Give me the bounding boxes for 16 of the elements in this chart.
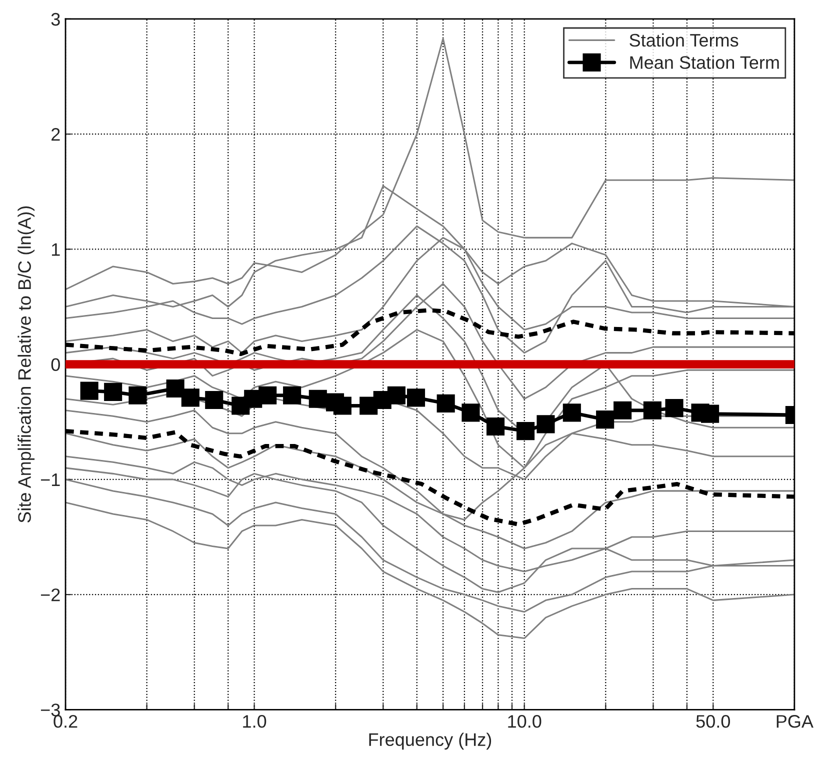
legend-label: Mean Station Term xyxy=(630,56,779,69)
x-tick-label: 50.0 xyxy=(696,715,730,728)
y-axis-title: Site Amplification Relative to B/C (ln(A)) xyxy=(18,206,35,523)
y-tick-label: −3 xyxy=(40,704,60,716)
y-tick-label: 1 xyxy=(52,243,60,256)
y-tick-label: 2 xyxy=(52,128,60,141)
y-tick-label: 3 xyxy=(51,12,60,26)
x-tick-label: 0.2 xyxy=(54,715,78,728)
x-tick-label: 1.0 xyxy=(243,715,266,728)
y-tick-label: 0 xyxy=(51,358,60,372)
y-tick-label: −2 xyxy=(40,588,60,602)
legend-label: Station Terms xyxy=(630,33,738,47)
x-axis-title: Frequency (Hz) xyxy=(369,732,492,750)
y-tick-label: −1 xyxy=(40,474,60,486)
x-tick-label: 10.0 xyxy=(508,715,542,728)
x-tick-label: PGA xyxy=(776,715,814,728)
